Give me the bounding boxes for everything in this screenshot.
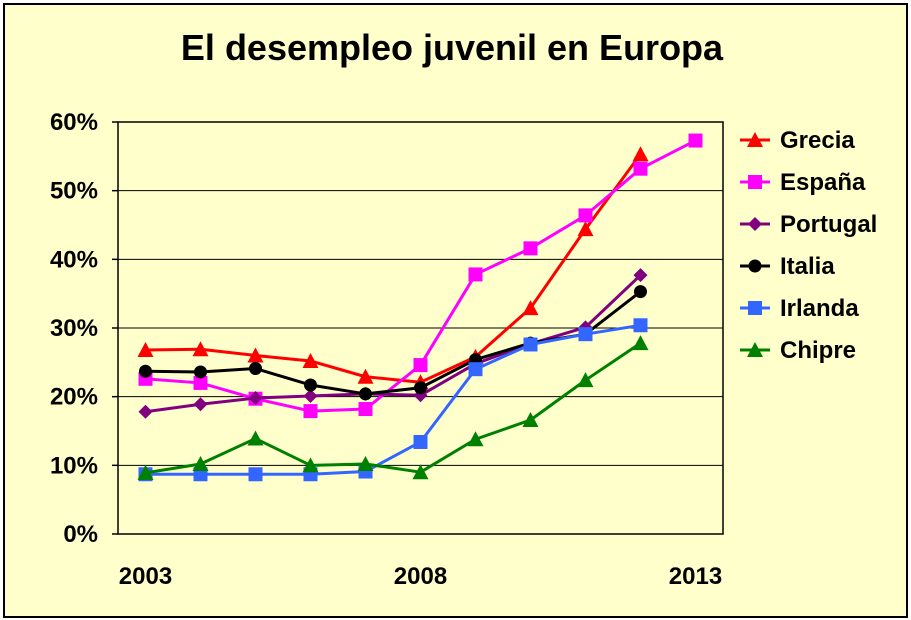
data-point-espana [468,267,483,282]
legend: Grecia España Portugal Italia Irlanda Chipre [740,127,877,364]
data-point-chipre [137,464,154,480]
legend-label: Chipre [780,337,856,364]
data-point-grecia [137,341,154,357]
data-point-grecia [357,368,374,384]
legend-label: Grecia [780,127,855,154]
data-point-chipre [412,464,429,480]
legend-label: Portugal [780,211,877,238]
data-point-portugal [633,268,648,283]
x-tick-label: 2008 [394,563,447,590]
legend-label: Italia [780,253,835,280]
y-tick-label: 20% [50,384,98,411]
y-tick-label: 0% [63,521,98,548]
y-tick-label: 50% [50,178,98,205]
legend-item-grecia: Grecia [740,127,855,154]
data-point-italia [304,378,317,392]
data-point-portugal [303,388,318,403]
legend-label: Irlanda [780,295,859,322]
data-point-chipre [302,457,319,473]
legend-item-portugal: Portugal [740,211,877,238]
legend-marker [748,259,762,273]
data-point-espana [303,404,318,419]
data-point-italia [359,387,372,401]
data-point-irlanda [413,434,428,449]
data-point-espana [523,241,538,256]
data-point-italia [139,364,152,378]
data-point-espana [358,402,373,417]
legend-item-italia: Italia [740,253,835,280]
data-point-espana [413,358,428,373]
legend-marker [747,132,763,147]
data-point-chipre [247,430,264,446]
legend-marker [747,342,763,357]
data-point-irlanda [633,318,648,333]
x-tick-label: 2013 [669,563,722,590]
x-tick-label: 2003 [119,563,172,590]
data-point-espana [578,208,593,223]
series-chipre [137,335,649,480]
legend-item-espana: España [740,169,866,196]
data-point-espana [633,161,648,176]
data-point-grecia [247,347,264,363]
data-point-irlanda [578,327,593,342]
data-point-grecia [192,341,209,357]
data-point-grecia [522,300,539,316]
data-point-chipre [522,412,539,428]
y-tick-label: 40% [50,246,98,273]
data-point-grecia [302,352,319,368]
series-line-portugal [145,274,642,414]
series-line-grecia [145,153,642,384]
y-tick-label: 10% [50,452,98,479]
data-point-irlanda [468,362,483,377]
legend-marker [748,175,762,189]
legend-item-irlanda: Irlanda [740,295,859,322]
legend-item-chipre: Chipre [740,337,856,364]
legend-label: España [780,169,866,196]
y-tick-label: 60% [50,109,98,136]
data-point-chipre [467,431,484,447]
data-point-grecia [577,221,594,237]
data-point-italia [634,285,647,299]
series-irlanda [138,318,648,482]
data-point-italia [414,381,427,395]
data-point-irlanda [248,467,263,482]
data-point-chipre [577,372,594,388]
data-point-grecia [632,146,649,162]
data-point-portugal [248,391,263,406]
data-point-chipre [357,455,374,471]
plot-area: 0% 10% 20% 30% 40% 50% 60% 2003 2008 2013 [50,109,724,590]
data-point-italia [249,362,262,376]
series-line-chipre [145,341,642,475]
data-point-chipre [632,335,649,351]
series-line-irlanda [145,323,641,476]
data-point-chipre [192,455,209,471]
legend-marker [748,301,762,315]
chart-title: El desempleo juvenil en Europa [181,27,724,68]
data-point-portugal [193,397,208,412]
data-point-espana [193,375,208,390]
data-point-irlanda [523,337,538,352]
y-tick-label: 30% [50,315,98,342]
data-point-portugal [138,404,153,419]
data-point-espana [688,133,703,148]
legend-marker [748,217,762,231]
data-point-italia [194,365,207,379]
